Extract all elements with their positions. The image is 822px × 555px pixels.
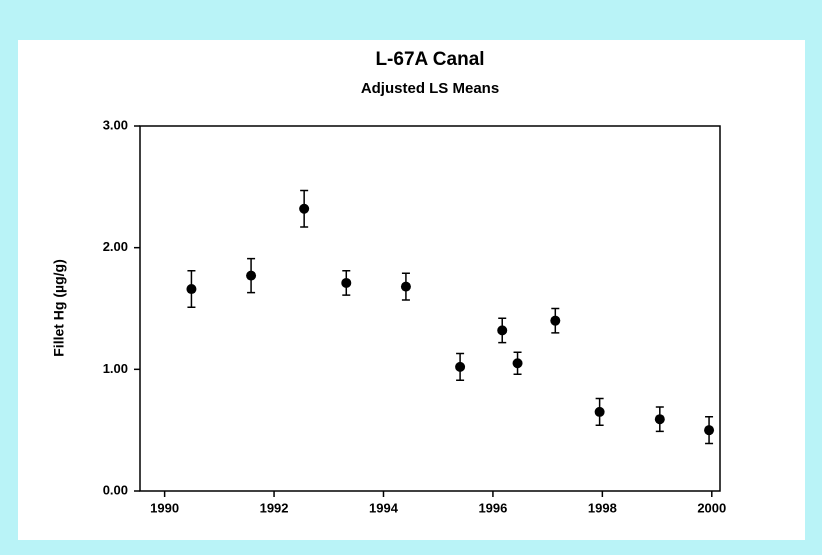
data-point [497,325,508,336]
data-point [246,270,257,281]
y-tick-label: 0.00 [103,482,128,497]
data-point [654,414,665,425]
y-tick-label: 1.00 [103,361,128,376]
data-point [186,284,197,295]
y-tick-label: 3.00 [103,117,128,132]
chart-title: L-67A Canal [375,49,484,70]
plot-frame [139,125,721,492]
data-point [550,315,561,326]
x-tick-label: 1994 [369,500,399,515]
x-tick-label: 1996 [478,500,507,515]
data-point [512,358,523,369]
chart-subtitle: Adjusted LS Means [361,80,499,97]
data-point [455,361,466,372]
data-point [594,406,605,417]
data-point [400,281,411,292]
data-point [299,203,310,214]
x-tick-label: 1990 [150,500,179,515]
y-tick-label: 2.00 [103,239,128,254]
x-tick-label: 2000 [697,500,726,515]
x-tick-label: 1998 [588,500,617,515]
data-point [704,425,715,436]
panel [18,40,805,540]
data-point [341,277,352,288]
x-tick-label: 1992 [260,500,289,515]
y-axis-label: Fillet Hg (µg/g) [51,259,67,357]
